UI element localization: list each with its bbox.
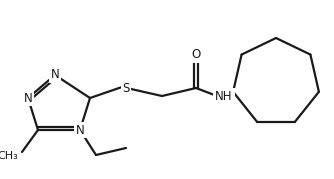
Text: N: N xyxy=(51,69,59,81)
Text: CH₃: CH₃ xyxy=(0,151,18,161)
Text: O: O xyxy=(191,49,201,62)
Text: N: N xyxy=(75,124,85,137)
Text: N: N xyxy=(24,91,32,105)
Text: S: S xyxy=(122,81,130,95)
Text: NH: NH xyxy=(215,90,233,103)
